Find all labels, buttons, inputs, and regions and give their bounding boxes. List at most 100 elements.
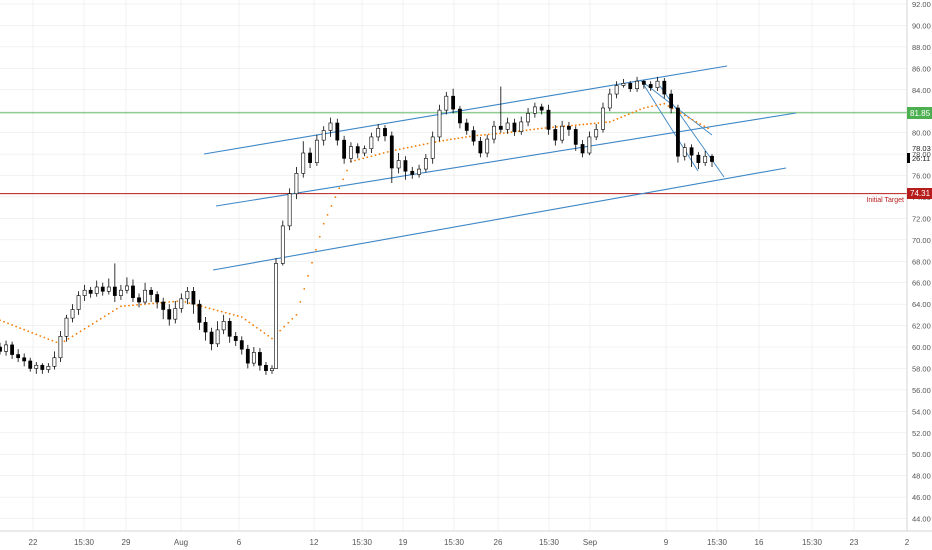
candle (239, 336, 244, 355)
candle (328, 117, 333, 137)
ma-dot (132, 304, 134, 307)
trend-channels[interactable] (203, 65, 797, 271)
candle (274, 258, 278, 369)
candle (710, 154, 714, 167)
price-tick-label: 92.00 (912, 0, 931, 9)
candle (76, 291, 81, 315)
ma-dot (461, 136, 464, 139)
candle (40, 363, 45, 374)
ma-dot (529, 128, 532, 131)
ma-dot (555, 126, 558, 128)
ma-dot (418, 144, 421, 147)
ma-dot (642, 107, 645, 109)
candle (280, 220, 285, 266)
ma-dot (571, 124, 573, 127)
ma-dot (188, 302, 191, 304)
time-tick-label: 15:30 (707, 538, 728, 547)
price-tick-label: 72.00 (912, 214, 931, 223)
time-tick-label: 15:30 (802, 538, 823, 547)
candle (403, 156, 408, 180)
candle (28, 357, 33, 372)
ma-dot (695, 121, 698, 123)
channel-line-upper-rising[interactable] (203, 65, 728, 155)
candle (628, 81, 633, 92)
ma-dot (252, 324, 255, 326)
ma-dot (27, 330, 30, 333)
ma-dot (655, 104, 658, 107)
horizontal-levels[interactable] (0, 112, 907, 195)
candles (0, 76, 714, 375)
ma-dot (140, 303, 142, 306)
ma-dot (346, 169, 348, 172)
ma-dot (502, 132, 505, 134)
time-tick-label: Aug (174, 538, 188, 547)
candle (270, 365, 274, 374)
candle (321, 126, 326, 146)
candle (567, 121, 571, 136)
time-tick-label: 22 (29, 538, 38, 547)
ma-dot (295, 313, 298, 316)
candle (532, 102, 537, 118)
time-tick-label: 15:30 (74, 538, 95, 547)
ma-dot (683, 114, 686, 117)
candle (669, 89, 674, 114)
ma-dot (240, 316, 243, 318)
ma-dot (627, 113, 630, 116)
candle (355, 143, 360, 159)
price-tick-label: 90.00 (912, 21, 931, 30)
ma-dot (19, 327, 22, 330)
candle (155, 291, 160, 309)
channel-line-lower-rising[interactable] (212, 167, 787, 271)
ma-dot (87, 325, 90, 328)
candle (125, 277, 129, 294)
time-tick-label: 12 (310, 538, 319, 547)
ma-dot (15, 325, 18, 328)
ma-dot (216, 309, 219, 312)
ma-dot (311, 261, 313, 264)
ma-dot (422, 143, 425, 146)
ma-dot (152, 302, 155, 305)
price-tick-label: 66.00 (912, 279, 931, 288)
ma-dot (582, 123, 585, 126)
candle (430, 131, 435, 164)
ma-dot (279, 329, 282, 332)
candle (519, 116, 524, 135)
time-axis[interactable]: 22 15:30 29 Aug 6 12 15:30 19 15:30 26 15:30 Sep 9 15… (29, 538, 910, 547)
ma-dot (687, 116, 690, 119)
ma-dot (659, 103, 662, 106)
ma-dot (43, 336, 46, 339)
candle (451, 88, 456, 114)
candle (203, 317, 208, 341)
channel-line-falling-a[interactable] (641, 81, 699, 172)
price-tick-label: 46.00 (912, 493, 931, 502)
ma-dot (586, 123, 589, 125)
candle (209, 327, 214, 351)
ma-dot (426, 142, 429, 145)
candle (161, 297, 166, 320)
time-tick-label: 19 (399, 538, 408, 547)
ma-dot (91, 322, 94, 325)
price-axis[interactable]: 92.0090.0088.0086.0084.0082.0080.0078.00… (912, 0, 931, 524)
channel-line-falling-upper[interactable] (639, 79, 713, 136)
ma-dot (699, 123, 702, 125)
channel-line-mid-rising[interactable] (215, 112, 797, 207)
candle (137, 293, 141, 308)
candle (648, 81, 653, 91)
candle (369, 132, 374, 154)
price-tick-label: 48.00 (912, 472, 931, 481)
candle (314, 134, 319, 166)
ma-dot (544, 127, 547, 129)
candle (362, 145, 367, 157)
candle (287, 188, 292, 231)
ma-dot (11, 324, 13, 326)
ma-dot (476, 134, 479, 137)
candle (662, 77, 667, 99)
ma-dot (354, 159, 356, 162)
ma-dot (589, 122, 592, 125)
candle (22, 353, 27, 367)
candle (635, 76, 639, 92)
ma-dot (362, 157, 365, 160)
ma-dot (31, 331, 34, 334)
candle (410, 166, 415, 179)
